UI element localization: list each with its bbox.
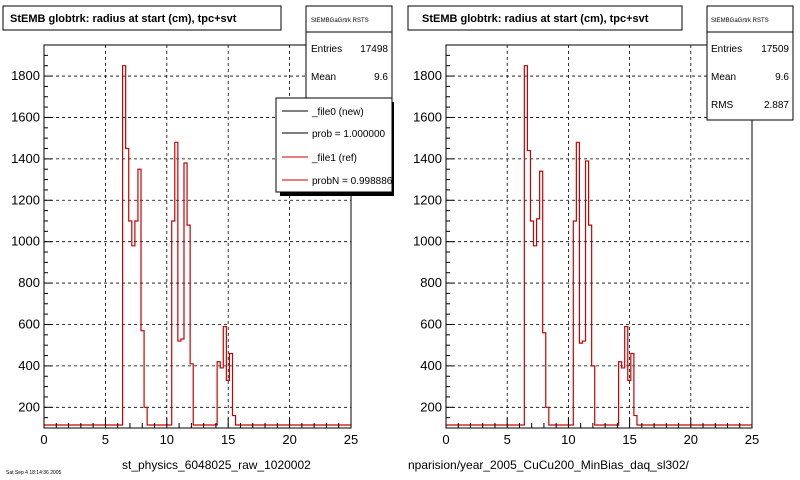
y-tick-label: 1400 [11, 151, 40, 166]
x-tick-label: 15 [622, 432, 636, 447]
y-tick-label: 600 [420, 316, 442, 331]
stats-mean-label: Mean [311, 72, 336, 83]
legend-entry: _file1 (ref) [282, 153, 357, 164]
footer-text: Sat Sep 4 18:14:36 2005 [6, 470, 62, 476]
legend-label: probN = 0.998886 [312, 176, 393, 187]
x-axis-ticks: 0 5 10 15 20 25 [442, 418, 759, 447]
chart-title: StEMB globtrk: radius at start (cm), tpc… [422, 13, 649, 25]
y-tick-label: 800 [420, 275, 442, 290]
y-tick-label: 1400 [413, 151, 442, 166]
legend-box [275, 97, 393, 193]
histogram-series [446, 65, 752, 426]
histogram-series [44, 65, 351, 426]
y-tick-label: 1000 [11, 234, 40, 249]
stats-box [706, 5, 794, 121]
legend-entry: prob = 1.000000 [282, 129, 386, 140]
x-tick-label: 25 [745, 432, 759, 447]
y-axis-ticks: 200 400 600 800 1000 1200 1400 1600 1800 [11, 54, 52, 419]
y-tick-label: 1800 [413, 68, 442, 83]
y-axis-ticks: 200 400 600 800 1000 1200 1400 1600 1800 [413, 54, 454, 419]
stats-rms-label: RMS [711, 100, 734, 111]
y-tick-label: 1600 [413, 109, 442, 124]
y-tick-label: 1200 [11, 192, 40, 207]
x-axis-ticks: 0 5 10 15 20 25 [40, 418, 358, 447]
stats-name: StEMBGaGrtrk RSTS [711, 18, 769, 24]
x-tick-label: 0 [442, 432, 449, 447]
x-axis-label: nparision/year_2005_CuCu200_MinBias_daq_… [408, 458, 690, 472]
x-tick-label: 5 [504, 432, 511, 447]
y-tick-label: 1200 [413, 192, 442, 207]
plot-frame [445, 44, 753, 429]
y-tick-label: 600 [18, 316, 40, 331]
stats-name: StEMBGaGrtrk RSTS [311, 18, 369, 24]
x-tick-label: 20 [684, 432, 698, 447]
chart-title: StEMB globtrk: radius at start (cm), tpc… [10, 13, 237, 25]
x-tick-label: 5 [102, 432, 109, 447]
x-axis-label: st_physics_6048025_raw_1020002 [122, 458, 311, 472]
x-tick-label: 20 [282, 432, 296, 447]
x-tick-label: 10 [561, 432, 575, 447]
y-tick-label: 400 [420, 358, 442, 373]
y-tick-label: 1000 [413, 234, 442, 249]
y-tick-label: 1600 [11, 109, 40, 124]
y-tick-label: 400 [18, 358, 40, 373]
x-tick-label: 0 [40, 432, 47, 447]
legend-entry: _file0 (new) [282, 107, 364, 118]
x-tick-label: 15 [221, 432, 235, 447]
histogram-line [446, 65, 752, 426]
histogram-panel-left: 200 400 600 800 1000 1200 1400 1600 1800 0 5 10 15 2… [2, 5, 394, 476]
grid-lines [44, 45, 351, 428]
legend-label: _file1 (ref) [311, 153, 357, 164]
histogram-line [44, 65, 351, 426]
stats-entries-label: Entries [311, 44, 342, 55]
legend-label: _file0 (new) [311, 107, 364, 118]
x-tick-label: 10 [160, 432, 174, 447]
y-tick-label: 200 [420, 399, 442, 414]
stats-entries-value: 17498 [360, 44, 388, 55]
title-box [2, 5, 282, 31]
grid-lines [446, 45, 752, 428]
stats-mean-value: 9.6 [374, 72, 388, 83]
histogram-panel-right: 200 400 600 800 1000 1200 1400 1600 1800 0 5 10 15 2… [407, 5, 794, 472]
y-tick-label: 1800 [11, 68, 40, 83]
stats-mean-label: Mean [711, 72, 736, 83]
y-tick-label: 200 [18, 399, 40, 414]
stats-rms-value: 2.887 [764, 100, 789, 111]
legend-entry: probN = 0.998886 [282, 176, 393, 187]
x-tick-label: 25 [344, 432, 358, 447]
stats-box [305, 5, 393, 105]
stats-entries-value: 17509 [761, 44, 789, 55]
legend-label: prob = 1.000000 [312, 129, 386, 140]
y-tick-label: 800 [18, 275, 40, 290]
stats-mean-value: 9.6 [775, 72, 789, 83]
title-box [407, 5, 683, 31]
stats-entries-label: Entries [711, 44, 742, 55]
